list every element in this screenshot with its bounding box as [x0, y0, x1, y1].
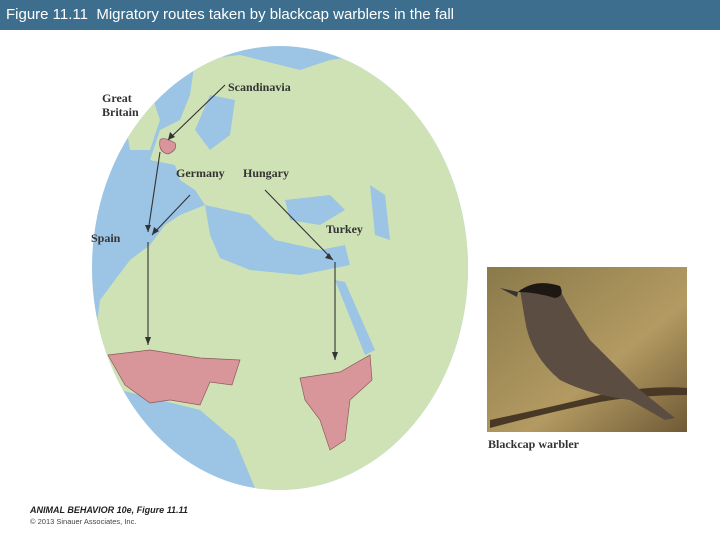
wintering-area	[107, 349, 241, 406]
arrowhead	[152, 227, 159, 235]
mediterranean	[205, 205, 350, 275]
map-label: Germany	[176, 166, 225, 180]
arrowhead	[325, 253, 333, 260]
map-label: Scandinavia	[228, 80, 291, 94]
figure-source: ANIMAL BEHAVIOR 10e, Figure 11.11	[29, 505, 188, 515]
map	[92, 46, 468, 490]
route-arrow	[167, 84, 226, 141]
red-sea	[335, 280, 375, 355]
arrowhead	[145, 225, 151, 232]
map-label: Britain	[102, 105, 139, 119]
arrowhead	[145, 337, 151, 345]
arrowheads	[145, 132, 338, 360]
bird-photo	[487, 267, 687, 432]
baltic-sea	[195, 95, 235, 150]
map-label: Spain	[91, 231, 121, 245]
arrowhead	[168, 132, 175, 140]
route-arrow	[264, 189, 334, 261]
arrowhead	[332, 352, 338, 360]
photo-caption: Blackcap warbler	[488, 437, 580, 451]
map-label: Turkey	[326, 222, 363, 236]
breeding-area	[159, 138, 177, 155]
slide-title: Figure 11.11 Migratory routes taken by b…	[0, 0, 720, 30]
black-sea	[285, 195, 345, 225]
caspian-sea	[370, 185, 390, 240]
routes	[147, 84, 336, 360]
bird-cap	[518, 283, 562, 298]
route-arrow	[151, 194, 191, 236]
map-label: Hungary	[243, 166, 289, 180]
route-arrow	[147, 151, 161, 233]
branch	[490, 387, 687, 428]
bird-body	[520, 285, 675, 420]
map-label: Great	[102, 91, 132, 105]
copyright: © 2013 Sinauer Associates, Inc.	[30, 517, 136, 526]
wintering-area	[299, 354, 373, 451]
bird-beak	[500, 288, 518, 297]
